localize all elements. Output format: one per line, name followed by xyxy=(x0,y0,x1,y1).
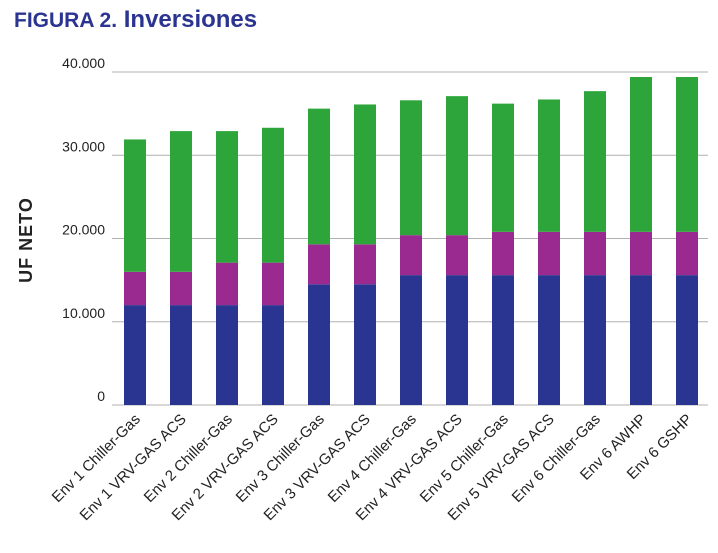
bar-segment-2 xyxy=(446,235,468,276)
bar-segment-2 xyxy=(170,271,192,306)
bar-segment-2 xyxy=(630,231,652,276)
bar-segment-3 xyxy=(124,139,146,272)
y-tick-label: 20.000 xyxy=(62,222,105,238)
bar-segment-1 xyxy=(630,275,652,405)
bar-segment-3 xyxy=(216,131,238,263)
bar-segment-3 xyxy=(308,108,330,245)
bar-segment-1 xyxy=(492,275,514,405)
bar-segment-3 xyxy=(630,76,652,232)
figure-title-main: Inversiones xyxy=(123,6,258,33)
bar-segment-3 xyxy=(538,99,560,232)
bar-segment-1 xyxy=(262,305,284,405)
bar-segment-1 xyxy=(538,275,560,405)
bar-segment-3 xyxy=(492,103,514,232)
y-axis-tick-labels: 0 10.000 20.000 30.000 40.000 xyxy=(62,55,105,404)
bar-segment-1 xyxy=(170,305,192,405)
bar-segment-3 xyxy=(676,76,698,232)
bar-segment-2 xyxy=(124,271,146,306)
bar-segment-3 xyxy=(584,91,606,232)
bar-segment-2 xyxy=(262,262,284,306)
bar-segment-2 xyxy=(400,235,422,276)
bar-segment-1 xyxy=(446,275,468,405)
bar-segment-1 xyxy=(308,284,330,405)
y-tick-label: 30.000 xyxy=(62,138,105,154)
bars xyxy=(124,76,698,405)
bar-segment-2 xyxy=(584,231,606,276)
bar-segment-2 xyxy=(492,231,514,276)
bar-segment-1 xyxy=(354,284,376,405)
y-tick-label: 0 xyxy=(97,388,105,404)
figure-title-lead: FIGURA 2. xyxy=(14,9,118,32)
bar-segment-3 xyxy=(354,104,376,245)
bar-segment-1 xyxy=(400,275,422,405)
bar-segment-3 xyxy=(262,127,284,263)
bar-segment-2 xyxy=(308,244,330,285)
bar-segment-2 xyxy=(538,231,560,276)
bar-segment-1 xyxy=(216,305,238,405)
bar-segment-2 xyxy=(676,231,698,276)
figure-title: FIGURA 2. Inversiones xyxy=(14,6,257,34)
bar-segment-1 xyxy=(676,275,698,405)
bar-segment-3 xyxy=(400,100,422,236)
bar-segment-3 xyxy=(170,131,192,272)
bar-segment-1 xyxy=(124,305,146,405)
bar-segment-3 xyxy=(446,96,468,236)
bar-segment-2 xyxy=(216,262,238,306)
y-tick-label: 10.000 xyxy=(62,305,105,321)
y-tick-label: 40.000 xyxy=(62,55,105,71)
bar-segment-1 xyxy=(584,275,606,405)
y-axis-label: UF NETO xyxy=(16,197,36,283)
bar-segment-2 xyxy=(354,244,376,285)
